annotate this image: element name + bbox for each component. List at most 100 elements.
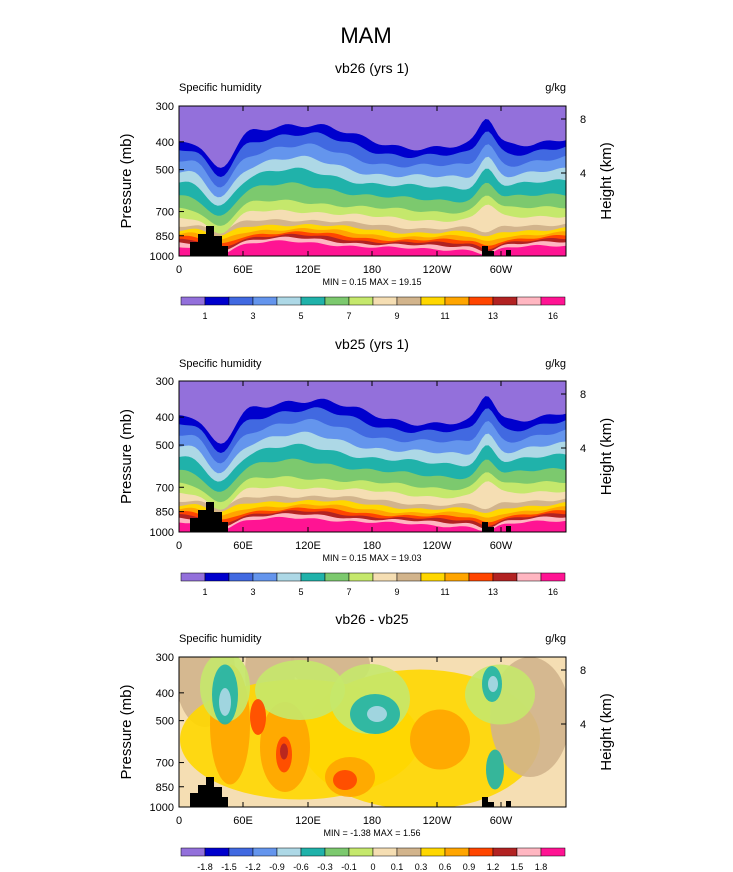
terrain-block bbox=[214, 787, 222, 807]
colorbar-label: 1.2 bbox=[487, 862, 500, 872]
x-tick-label: 180 bbox=[363, 264, 381, 276]
colorbar-label: 1 bbox=[202, 587, 207, 597]
diff-blob bbox=[410, 709, 470, 770]
colorbar-label: 16 bbox=[548, 311, 558, 321]
min-max-stats: MIN = 0.15 MAX = 19.15 bbox=[322, 277, 421, 287]
colorbar-swatch bbox=[300, 572, 326, 582]
terrain-block bbox=[206, 226, 214, 256]
diff-blob bbox=[255, 660, 345, 720]
x-tick-label: 120E bbox=[295, 815, 321, 827]
y-tick-label: 400 bbox=[156, 412, 174, 424]
colorbar-label: -0.3 bbox=[317, 862, 333, 872]
units-label: g/kg bbox=[545, 358, 566, 370]
y-tick-label: 400 bbox=[156, 137, 174, 149]
terrain-block bbox=[206, 777, 214, 807]
terrain-block bbox=[198, 234, 206, 256]
colorbar-swatch bbox=[468, 847, 494, 857]
colorbar-swatch bbox=[180, 296, 206, 306]
y2-tick-label: 8 bbox=[580, 665, 586, 677]
colorbar-swatch bbox=[300, 847, 326, 857]
colorbar-label: 1.8 bbox=[535, 862, 548, 872]
colorbar-swatch bbox=[468, 572, 494, 582]
colorbar-swatch bbox=[300, 296, 326, 306]
terrain-block bbox=[482, 522, 488, 532]
colorbar-swatch bbox=[396, 847, 422, 857]
colorbar-label: -1.2 bbox=[245, 862, 261, 872]
colorbar-label: 11 bbox=[440, 311, 449, 321]
terrain-block bbox=[506, 801, 511, 807]
diff-blob bbox=[486, 749, 504, 790]
panel-2-axes: vb25 (yrs 1) Specific humidity g/kg 300 400 5… bbox=[118, 336, 615, 563]
colorbar-label: 7 bbox=[346, 587, 351, 597]
y2-tick-label: 4 bbox=[580, 719, 586, 731]
colorbar-swatch bbox=[444, 847, 470, 857]
colorbar-label: 13 bbox=[488, 311, 498, 321]
terrain-block bbox=[506, 250, 511, 256]
x-tick-label: 60E bbox=[233, 815, 253, 827]
panel-1-plot bbox=[179, 106, 566, 256]
terrain-block bbox=[190, 518, 198, 532]
colorbar-swatch bbox=[492, 847, 518, 857]
colorbar-swatch bbox=[252, 847, 278, 857]
colorbar-swatch bbox=[204, 572, 230, 582]
y-tick-label: 700 bbox=[156, 207, 174, 219]
colorbar-label: 5 bbox=[298, 587, 303, 597]
colorbar-swatch bbox=[420, 296, 446, 306]
terrain-block bbox=[190, 793, 198, 807]
colorbar-swatch bbox=[324, 296, 350, 306]
colorbar-swatch bbox=[372, 296, 398, 306]
y-tick-label: 300 bbox=[156, 652, 174, 664]
diff-blob bbox=[219, 688, 231, 716]
terrain-block bbox=[214, 512, 222, 532]
colorbar-label: 13 bbox=[488, 587, 498, 597]
y2-tick-label: 8 bbox=[580, 114, 586, 126]
y-tick-label: 850 bbox=[156, 231, 174, 243]
terrain-block bbox=[214, 236, 222, 256]
colorbar-label: 1 bbox=[202, 311, 207, 321]
colorbar: 1 3 5 7 9 11 13 16 bbox=[180, 572, 566, 597]
y2-axis-label: Height (km) bbox=[598, 418, 615, 496]
colorbar-swatch bbox=[324, 847, 350, 857]
x-tick-label: 60E bbox=[233, 264, 253, 276]
contour-fill-group bbox=[179, 657, 566, 807]
colorbar-swatch bbox=[276, 572, 302, 582]
y2-tick-label: 4 bbox=[580, 168, 586, 180]
colorbar-label: 16 bbox=[548, 587, 558, 597]
y-tick-label: 1000 bbox=[150, 802, 174, 814]
units-label: g/kg bbox=[545, 633, 566, 645]
diff-blob bbox=[280, 743, 288, 760]
colorbar-label: 0.1 bbox=[391, 862, 404, 872]
colorbar-swatch bbox=[276, 296, 302, 306]
min-max-stats: MIN = 0.15 MAX = 19.03 bbox=[322, 553, 421, 563]
x-tick-label: 180 bbox=[363, 815, 381, 827]
colorbar-label: 0 bbox=[370, 862, 375, 872]
colorbar-label: 3 bbox=[250, 587, 255, 597]
colorbar-swatch bbox=[444, 572, 470, 582]
diff-blob bbox=[367, 706, 387, 722]
panel-title: vb25 (yrs 1) bbox=[335, 336, 409, 352]
colorbar-swatch bbox=[516, 296, 542, 306]
x-tick-label: 120W bbox=[423, 264, 452, 276]
y2-axis-label: Height (km) bbox=[598, 693, 615, 771]
terrain-block bbox=[198, 785, 206, 807]
colorbar-label: 9 bbox=[394, 311, 399, 321]
x-tick-label: 60E bbox=[233, 540, 253, 552]
colorbar-swatch bbox=[252, 296, 278, 306]
terrain-block bbox=[206, 502, 214, 532]
colorbar-swatch bbox=[228, 847, 254, 857]
terrain-block bbox=[506, 526, 511, 532]
colorbar-label: 0.9 bbox=[463, 862, 476, 872]
colorbar-swatch bbox=[492, 296, 518, 306]
y-tick-label: 850 bbox=[156, 782, 174, 794]
terrain-block bbox=[488, 802, 494, 807]
panel-3-plot bbox=[179, 657, 566, 807]
contour-level-1 bbox=[179, 381, 566, 444]
y-tick-label: 500 bbox=[156, 716, 174, 728]
panel-2-plot bbox=[179, 381, 566, 532]
colorbar-swatch bbox=[420, 572, 446, 582]
terrain-block bbox=[190, 242, 198, 256]
panel-1-axes: vb26 (yrs 1) Specific humidity g/kg 300 400 5… bbox=[118, 60, 615, 287]
colorbar-label: 7 bbox=[346, 311, 351, 321]
y2-axis-label: Height (km) bbox=[598, 142, 615, 220]
